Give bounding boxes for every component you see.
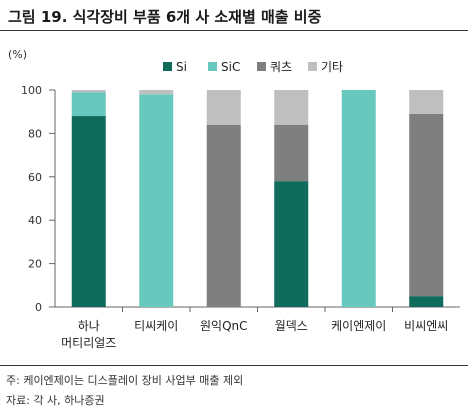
legend-label: 기타	[321, 60, 343, 74]
y-tick-label: 60	[28, 171, 42, 184]
title-divider	[0, 30, 468, 31]
x-tick-label: 비씨엔씨	[404, 319, 448, 333]
bar-segment-기타	[206, 90, 241, 125]
y-tick-label: 20	[28, 258, 42, 271]
legend-label: 쿼츠	[270, 60, 292, 74]
bar-segment-기타	[71, 90, 106, 93]
bar-segment-기타	[139, 90, 174, 95]
bar-segment-기타	[409, 90, 444, 114]
bar-segment-쿼츠	[274, 124, 309, 182]
legend-swatch-기타	[308, 62, 317, 71]
x-tick-label: 케이엔제이	[331, 319, 386, 333]
x-tick-label: 월덱스	[275, 319, 308, 333]
y-tick-label: 100	[21, 84, 42, 97]
bar-segment-SiC	[341, 90, 376, 307]
x-tick-label: 머티리얼즈	[61, 336, 116, 350]
bar-segment-Si	[71, 116, 106, 307]
bar-segment-SiC	[139, 94, 174, 307]
legend-label: SiC	[221, 60, 240, 74]
source-note: 자료: 각 사, 하나증권	[6, 394, 105, 407]
y-axis-unit-label: (%)	[8, 48, 27, 61]
figure-title: 그림 19. 식각장비 부품 6개 사 소재별 매출 비중	[8, 8, 322, 26]
y-tick-label: 80	[28, 127, 42, 140]
y-tick-label: 40	[28, 214, 42, 227]
legend-swatch-쿼츠	[257, 62, 266, 71]
x-tick-label: 티씨케이	[134, 319, 178, 333]
footer-divider	[0, 365, 468, 366]
bar-segment-기타	[274, 90, 309, 125]
bar-segment-쿼츠	[206, 124, 241, 307]
legend-label: Si	[176, 60, 187, 74]
bar-segment-Si	[274, 181, 309, 307]
bar-segment-쿼츠	[409, 113, 444, 297]
x-tick-label: 원익QnC	[200, 319, 248, 333]
y-tick-label: 0	[35, 301, 42, 314]
bar-segment-SiC	[71, 92, 106, 117]
bar-segment-Si	[409, 296, 444, 307]
legend-swatch-Si	[163, 62, 172, 71]
x-tick-label: 하나	[78, 319, 100, 333]
footnote: 주: 케이엔제이는 디스플레이 장비 사업부 매출 제외	[6, 374, 244, 387]
legend-swatch-SiC	[208, 62, 217, 71]
